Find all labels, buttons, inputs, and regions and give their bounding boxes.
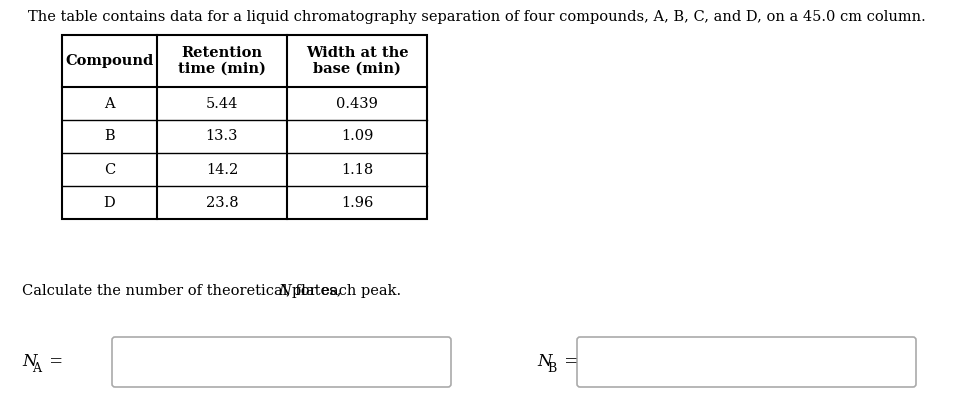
Text: Calculate the number of theoretical plates,: Calculate the number of theoretical plat…: [22, 284, 346, 298]
Text: 1.09: 1.09: [340, 130, 373, 143]
Text: 0.439: 0.439: [335, 96, 377, 111]
Text: N: N: [537, 354, 551, 370]
Text: Retention
time (min): Retention time (min): [178, 46, 266, 76]
Text: N: N: [22, 354, 36, 370]
Bar: [62, 35, 427, 219]
Text: 14.2: 14.2: [206, 163, 238, 176]
Text: A: A: [104, 96, 114, 111]
Text: , for each peak.: , for each peak.: [285, 284, 400, 298]
Text: B: B: [546, 362, 556, 374]
Text: C: C: [104, 163, 115, 176]
Text: 13.3: 13.3: [206, 130, 238, 143]
FancyBboxPatch shape: [577, 337, 915, 387]
Text: 1.96: 1.96: [340, 196, 373, 209]
Text: A: A: [32, 362, 41, 374]
Text: =: =: [44, 354, 63, 370]
FancyBboxPatch shape: [112, 337, 451, 387]
Text: The table contains data for a liquid chromatography separation of four compounds: The table contains data for a liquid chr…: [28, 10, 925, 24]
Text: N: N: [277, 284, 291, 298]
Text: 5.44: 5.44: [206, 96, 238, 111]
Text: 23.8: 23.8: [206, 196, 238, 209]
Text: Width at the
base (min): Width at the base (min): [305, 46, 408, 76]
Text: =: =: [558, 354, 578, 370]
Text: 1.18: 1.18: [340, 163, 373, 176]
Text: D: D: [104, 196, 115, 209]
Text: Compound: Compound: [66, 54, 153, 68]
Text: B: B: [104, 130, 114, 143]
